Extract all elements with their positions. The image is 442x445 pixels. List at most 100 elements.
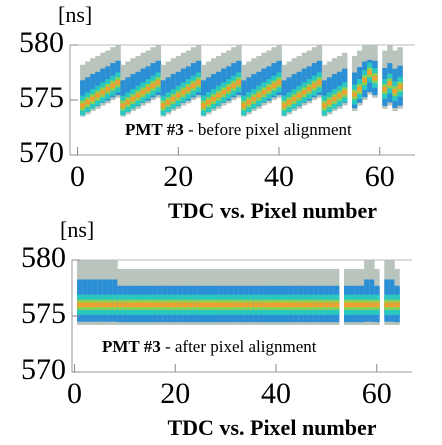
peak-core bbox=[135, 93, 141, 98]
peak-core bbox=[256, 93, 262, 98]
peak-core bbox=[85, 100, 91, 105]
peak-core bbox=[213, 302, 219, 308]
peak-core bbox=[261, 90, 267, 95]
x-tick-label: 20 bbox=[163, 160, 193, 193]
peak-core bbox=[384, 302, 390, 308]
peak-core bbox=[120, 103, 126, 108]
peak-core bbox=[122, 302, 128, 308]
peak-core bbox=[313, 302, 320, 308]
peak-core bbox=[266, 86, 272, 92]
peak-core bbox=[291, 96, 298, 102]
peak-core bbox=[195, 80, 202, 85]
peak-core bbox=[142, 302, 148, 308]
peak-core bbox=[281, 103, 287, 108]
peak-core bbox=[145, 86, 151, 92]
peak-core bbox=[226, 86, 232, 92]
peak-core bbox=[152, 302, 159, 308]
peak-core bbox=[241, 103, 247, 108]
peak-core bbox=[125, 100, 131, 105]
peak-core bbox=[336, 93, 343, 98]
y-tick-label: 575 bbox=[19, 81, 64, 114]
peak-core bbox=[306, 86, 313, 92]
peak-core bbox=[233, 302, 239, 308]
peak-core bbox=[147, 302, 153, 308]
peak-core bbox=[318, 302, 325, 308]
peak-core bbox=[110, 83, 116, 88]
y-tick-label: 580 bbox=[19, 26, 64, 59]
peak-core bbox=[130, 96, 136, 102]
peak-core bbox=[258, 302, 264, 308]
peak-core bbox=[205, 100, 212, 105]
y-tick-label: 570 bbox=[21, 353, 66, 386]
peak-core bbox=[364, 302, 370, 308]
peak-core bbox=[77, 302, 83, 308]
peak-core bbox=[354, 302, 360, 308]
peak-core bbox=[316, 80, 323, 85]
peak-core bbox=[271, 83, 277, 88]
peak-core bbox=[296, 93, 303, 98]
x-tick-label: 40 bbox=[261, 377, 291, 410]
peak-core bbox=[397, 84, 403, 89]
peak-core bbox=[311, 83, 318, 88]
annotation-bold: PMT #3 bbox=[125, 120, 184, 139]
peak-core bbox=[288, 302, 295, 308]
peak-core bbox=[382, 86, 388, 92]
peak-core bbox=[394, 302, 400, 308]
peak-core bbox=[263, 302, 269, 308]
unit-label: [ns] bbox=[58, 2, 92, 27]
peak-core bbox=[160, 103, 167, 108]
peak-core bbox=[389, 302, 395, 308]
peak-core bbox=[238, 302, 244, 308]
peak-core bbox=[303, 302, 310, 308]
peak-core bbox=[127, 302, 133, 308]
peak-core bbox=[367, 70, 373, 75]
peak-core bbox=[372, 75, 378, 81]
peak-core bbox=[82, 302, 88, 308]
annotation: PMT #3 - before pixel alignment bbox=[125, 120, 352, 139]
peak-core bbox=[105, 86, 111, 92]
peak-core bbox=[308, 302, 315, 308]
peak-core bbox=[187, 302, 194, 308]
peak-core bbox=[102, 302, 108, 308]
peak-core bbox=[231, 83, 237, 88]
peak-core bbox=[115, 80, 121, 85]
peak-core bbox=[321, 103, 328, 108]
peak-core bbox=[165, 100, 172, 105]
peak-core bbox=[162, 302, 169, 308]
peak-core bbox=[221, 90, 227, 95]
peak-core bbox=[286, 100, 293, 105]
unit-label: [ns] bbox=[60, 217, 94, 242]
peak-core bbox=[175, 93, 182, 98]
x-tick-label: 0 bbox=[70, 160, 85, 193]
peak-core bbox=[192, 302, 199, 308]
peak-core bbox=[362, 78, 368, 83]
x-axis-label: TDC vs. Pixel number bbox=[168, 198, 377, 223]
peak-core bbox=[331, 96, 338, 102]
peak-core bbox=[323, 302, 330, 308]
peak-core bbox=[216, 93, 222, 98]
peak-core bbox=[167, 302, 174, 308]
peak-core bbox=[251, 96, 257, 102]
peak-core bbox=[172, 302, 179, 308]
peak-core bbox=[155, 80, 162, 85]
x-axis-label: TDC vs. Pixel number bbox=[168, 415, 377, 440]
peak-core bbox=[170, 96, 177, 102]
peak-core bbox=[228, 302, 234, 308]
peak-core bbox=[177, 302, 184, 308]
peak-core bbox=[112, 302, 118, 308]
peak-core bbox=[248, 302, 254, 308]
peak-core bbox=[132, 302, 138, 308]
peak-core bbox=[268, 302, 274, 308]
peak-core bbox=[150, 83, 157, 88]
peak-core bbox=[273, 302, 279, 308]
peak-core bbox=[374, 302, 380, 308]
peak-core bbox=[100, 90, 106, 95]
peak-core bbox=[341, 90, 348, 95]
peak-core bbox=[344, 302, 350, 308]
annotation: PMT #3 - after pixel alignment bbox=[102, 337, 317, 356]
y-tick-label: 575 bbox=[21, 297, 66, 330]
peak-core bbox=[223, 302, 229, 308]
peak-core bbox=[211, 96, 217, 102]
peak-core bbox=[182, 302, 189, 308]
